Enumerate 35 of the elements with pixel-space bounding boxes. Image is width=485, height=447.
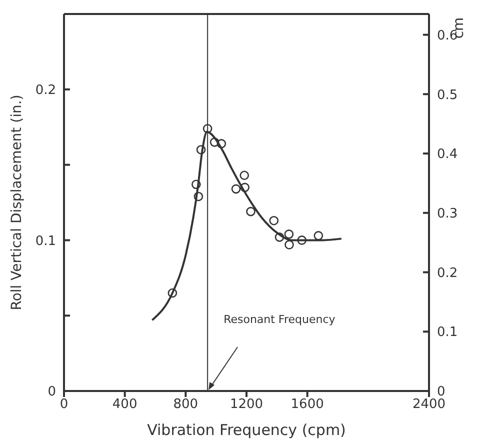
y-tick-label: 0.2 xyxy=(35,83,56,98)
point xyxy=(269,216,279,226)
y-tick-label: 0.1 xyxy=(35,234,56,249)
y2-tick-label: 0.3 xyxy=(437,206,458,222)
point xyxy=(194,192,204,202)
y2-tick-label: 0 xyxy=(437,384,446,400)
point xyxy=(246,206,256,216)
x-tick-label: 800 xyxy=(173,397,198,412)
y2-tick-label: 0.2 xyxy=(437,266,458,281)
y2-tick-label: 0.4 xyxy=(437,147,458,162)
point xyxy=(192,180,201,190)
y2-tick-label: 0.5 xyxy=(437,88,458,103)
point xyxy=(202,124,212,134)
point xyxy=(284,240,294,250)
y2-tick-label: 0.1 xyxy=(437,325,458,340)
point xyxy=(297,236,307,245)
y-axis-title: Roll Vertical Displacement (in.) xyxy=(8,94,25,310)
x-tick-label: 1200 xyxy=(230,397,264,412)
point xyxy=(196,145,206,154)
point xyxy=(216,139,226,148)
point xyxy=(274,232,284,242)
point xyxy=(240,182,250,192)
point xyxy=(284,230,294,239)
x-tick-label: 2400 xyxy=(412,397,446,412)
point xyxy=(168,288,178,298)
x-axis-title: Vibration Frequency (cpm) xyxy=(147,421,346,439)
ref-line-label: Resonant Frequency xyxy=(224,313,336,326)
x-tick-label: 0 xyxy=(60,397,68,412)
x-tick-label: 400 xyxy=(112,397,138,412)
point xyxy=(240,170,250,180)
y-tick-label: 0 xyxy=(48,384,56,400)
point xyxy=(231,184,241,194)
x-tick-label: 1600 xyxy=(290,397,324,412)
point xyxy=(314,231,324,240)
point xyxy=(210,138,220,147)
